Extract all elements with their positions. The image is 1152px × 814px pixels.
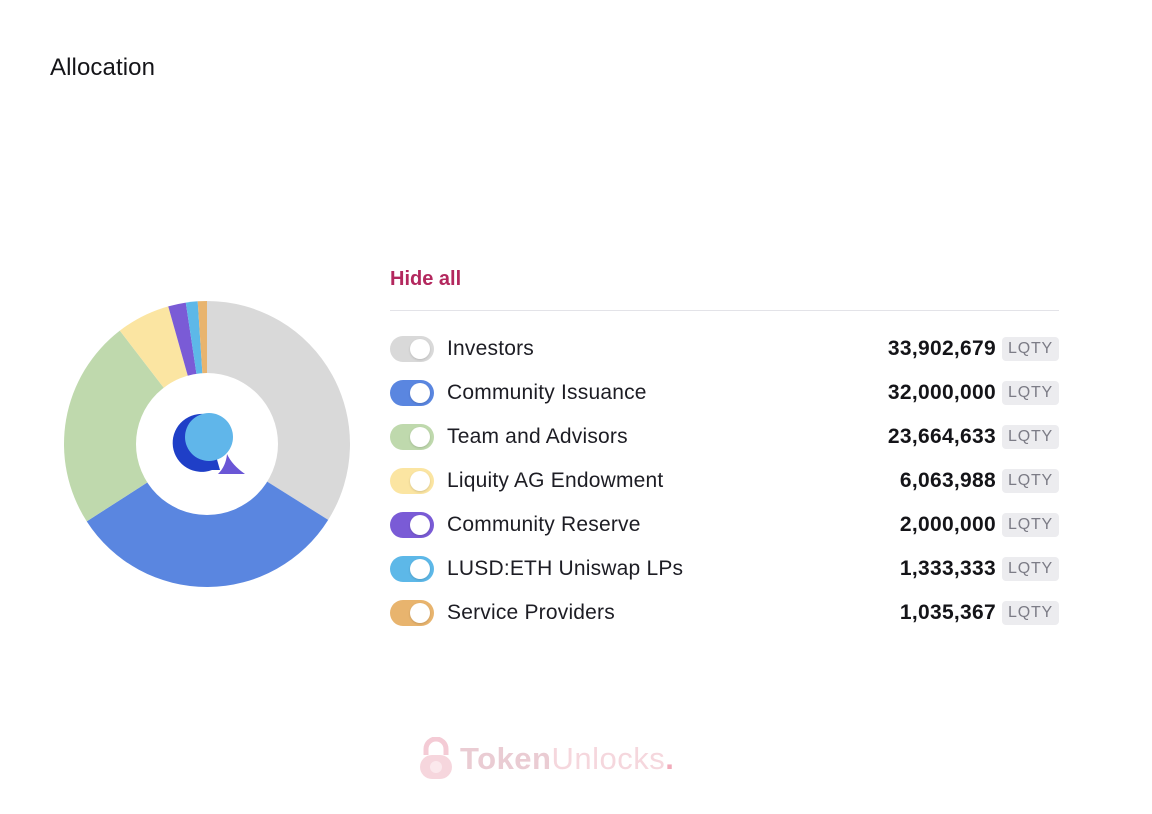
legend-toggle[interactable] — [390, 600, 434, 626]
legend-toggle[interactable] — [390, 380, 434, 406]
legend-item-value: 33,902,679 — [887, 337, 996, 360]
legend-item-label: Community Reserve — [447, 513, 641, 536]
legend-item-value: 32,000,000 — [887, 381, 996, 404]
legend-item: Community Issuance 32,000,000 LQTY — [390, 371, 1059, 415]
unit-badge: LQTY — [1002, 601, 1059, 625]
legend-item-label: Investors — [447, 337, 534, 360]
unit-badge: LQTY — [1002, 337, 1059, 361]
legend-item-value: 6,063,988 — [899, 469, 996, 492]
watermark-dot: . — [665, 741, 675, 776]
legend-item-label: Community Issuance — [447, 381, 647, 404]
donut-slice — [86, 444, 329, 587]
toggle-knob — [410, 427, 430, 447]
page-title: Allocation — [50, 54, 156, 81]
toggle-knob — [410, 515, 430, 535]
toggle-knob — [410, 559, 430, 579]
legend-item: Service Providers 1,035,367 LQTY — [390, 591, 1059, 635]
legend-item: Team and Advisors 23,664,633 LQTY — [390, 415, 1059, 459]
watermark-text-bold: Token — [460, 741, 552, 776]
hide-all-button[interactable]: Hide all — [390, 268, 462, 290]
watermark-text-light: Unlocks — [551, 741, 666, 776]
legend-item-value: 1,333,333 — [899, 557, 996, 580]
legend-toggle[interactable] — [390, 468, 434, 494]
unit-badge: LQTY — [1002, 381, 1059, 405]
legend-item: LUSD:ETH Uniswap LPs 1,333,333 LQTY — [390, 547, 1059, 591]
legend-toggle[interactable] — [390, 424, 434, 450]
liquity-logo-icon — [172, 413, 245, 474]
legend-item-label: Service Providers — [447, 601, 615, 624]
donut-svg — [64, 301, 350, 587]
toggle-knob — [410, 339, 430, 359]
legend-item-label: LUSD:ETH Uniswap LPs — [447, 557, 684, 580]
legend-item-value: 1,035,367 — [899, 601, 996, 624]
legend-item-label: Liquity AG Endowment — [447, 469, 664, 492]
legend-item-label: Team and Advisors — [447, 425, 628, 448]
unit-badge: LQTY — [1002, 513, 1059, 537]
allocation-legend: Hide all Investors 33,902,679 LQTY Communit… — [390, 264, 1059, 635]
legend-toggle[interactable] — [390, 336, 434, 362]
legend-item: Community Reserve 2,000,000 LQTY — [390, 503, 1059, 547]
lock-icon — [420, 737, 452, 779]
allocation-donut-chart — [64, 301, 350, 587]
unit-badge: LQTY — [1002, 557, 1059, 581]
toggle-knob — [410, 471, 430, 491]
tokenunlocks-watermark: TokenUnlocks. — [418, 737, 674, 781]
legend-item: Liquity AG Endowment 6,063,988 LQTY — [390, 459, 1059, 503]
unit-badge: LQTY — [1002, 425, 1059, 449]
legend-list: Investors 33,902,679 LQTY Community Issuanc… — [390, 327, 1059, 635]
toggle-knob — [410, 383, 430, 403]
legend-toggle[interactable] — [390, 512, 434, 538]
legend-item: Investors 33,902,679 LQTY — [390, 327, 1059, 371]
watermark-text: TokenUnlocks. — [460, 741, 674, 777]
unit-badge: LQTY — [1002, 469, 1059, 493]
legend-item-value: 2,000,000 — [899, 513, 996, 536]
legend-toggle[interactable] — [390, 556, 434, 582]
legend-divider — [390, 310, 1059, 311]
legend-item-value: 23,664,633 — [887, 425, 996, 448]
toggle-knob — [410, 603, 430, 623]
donut-slice — [64, 330, 207, 522]
